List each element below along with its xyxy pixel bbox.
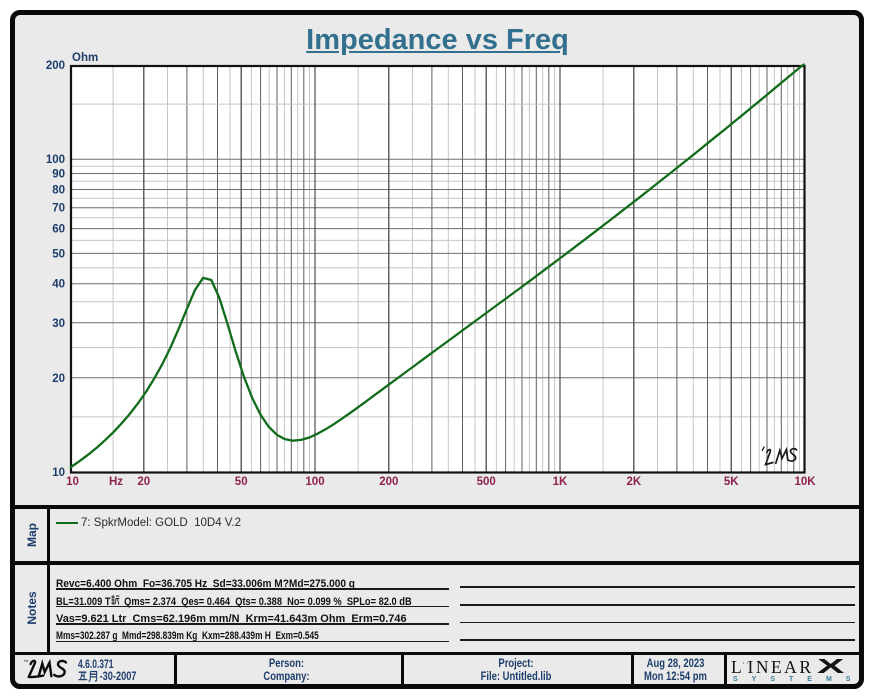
svg-text:40: 40	[52, 279, 65, 291]
svg-text:100: 100	[305, 476, 324, 488]
svg-text:70: 70	[52, 203, 65, 215]
svg-text:Ohm: Ohm	[72, 52, 98, 64]
svg-text:5K: 5K	[724, 476, 739, 488]
svg-text:10K: 10K	[794, 476, 816, 488]
svg-text:30: 30	[52, 318, 65, 330]
svg-text:80: 80	[52, 185, 65, 197]
svg-text:200: 200	[46, 60, 65, 72]
svg-text:60: 60	[52, 224, 65, 236]
svg-text:10: 10	[52, 467, 65, 479]
svg-text:100: 100	[46, 154, 65, 166]
svg-text:50: 50	[52, 248, 65, 260]
svg-text:10: 10	[66, 476, 79, 488]
svg-text:90: 90	[52, 169, 65, 181]
svg-text:500: 500	[477, 476, 496, 488]
svg-text:1K: 1K	[553, 476, 568, 488]
svg-text:™: ™	[23, 660, 29, 666]
svg-text:Hz: Hz	[109, 476, 123, 488]
svg-text:50: 50	[235, 476, 248, 488]
svg-text:200: 200	[379, 476, 398, 488]
svg-text:2K: 2K	[626, 476, 641, 488]
svg-text:20: 20	[137, 476, 150, 488]
svg-text:20: 20	[52, 373, 65, 385]
